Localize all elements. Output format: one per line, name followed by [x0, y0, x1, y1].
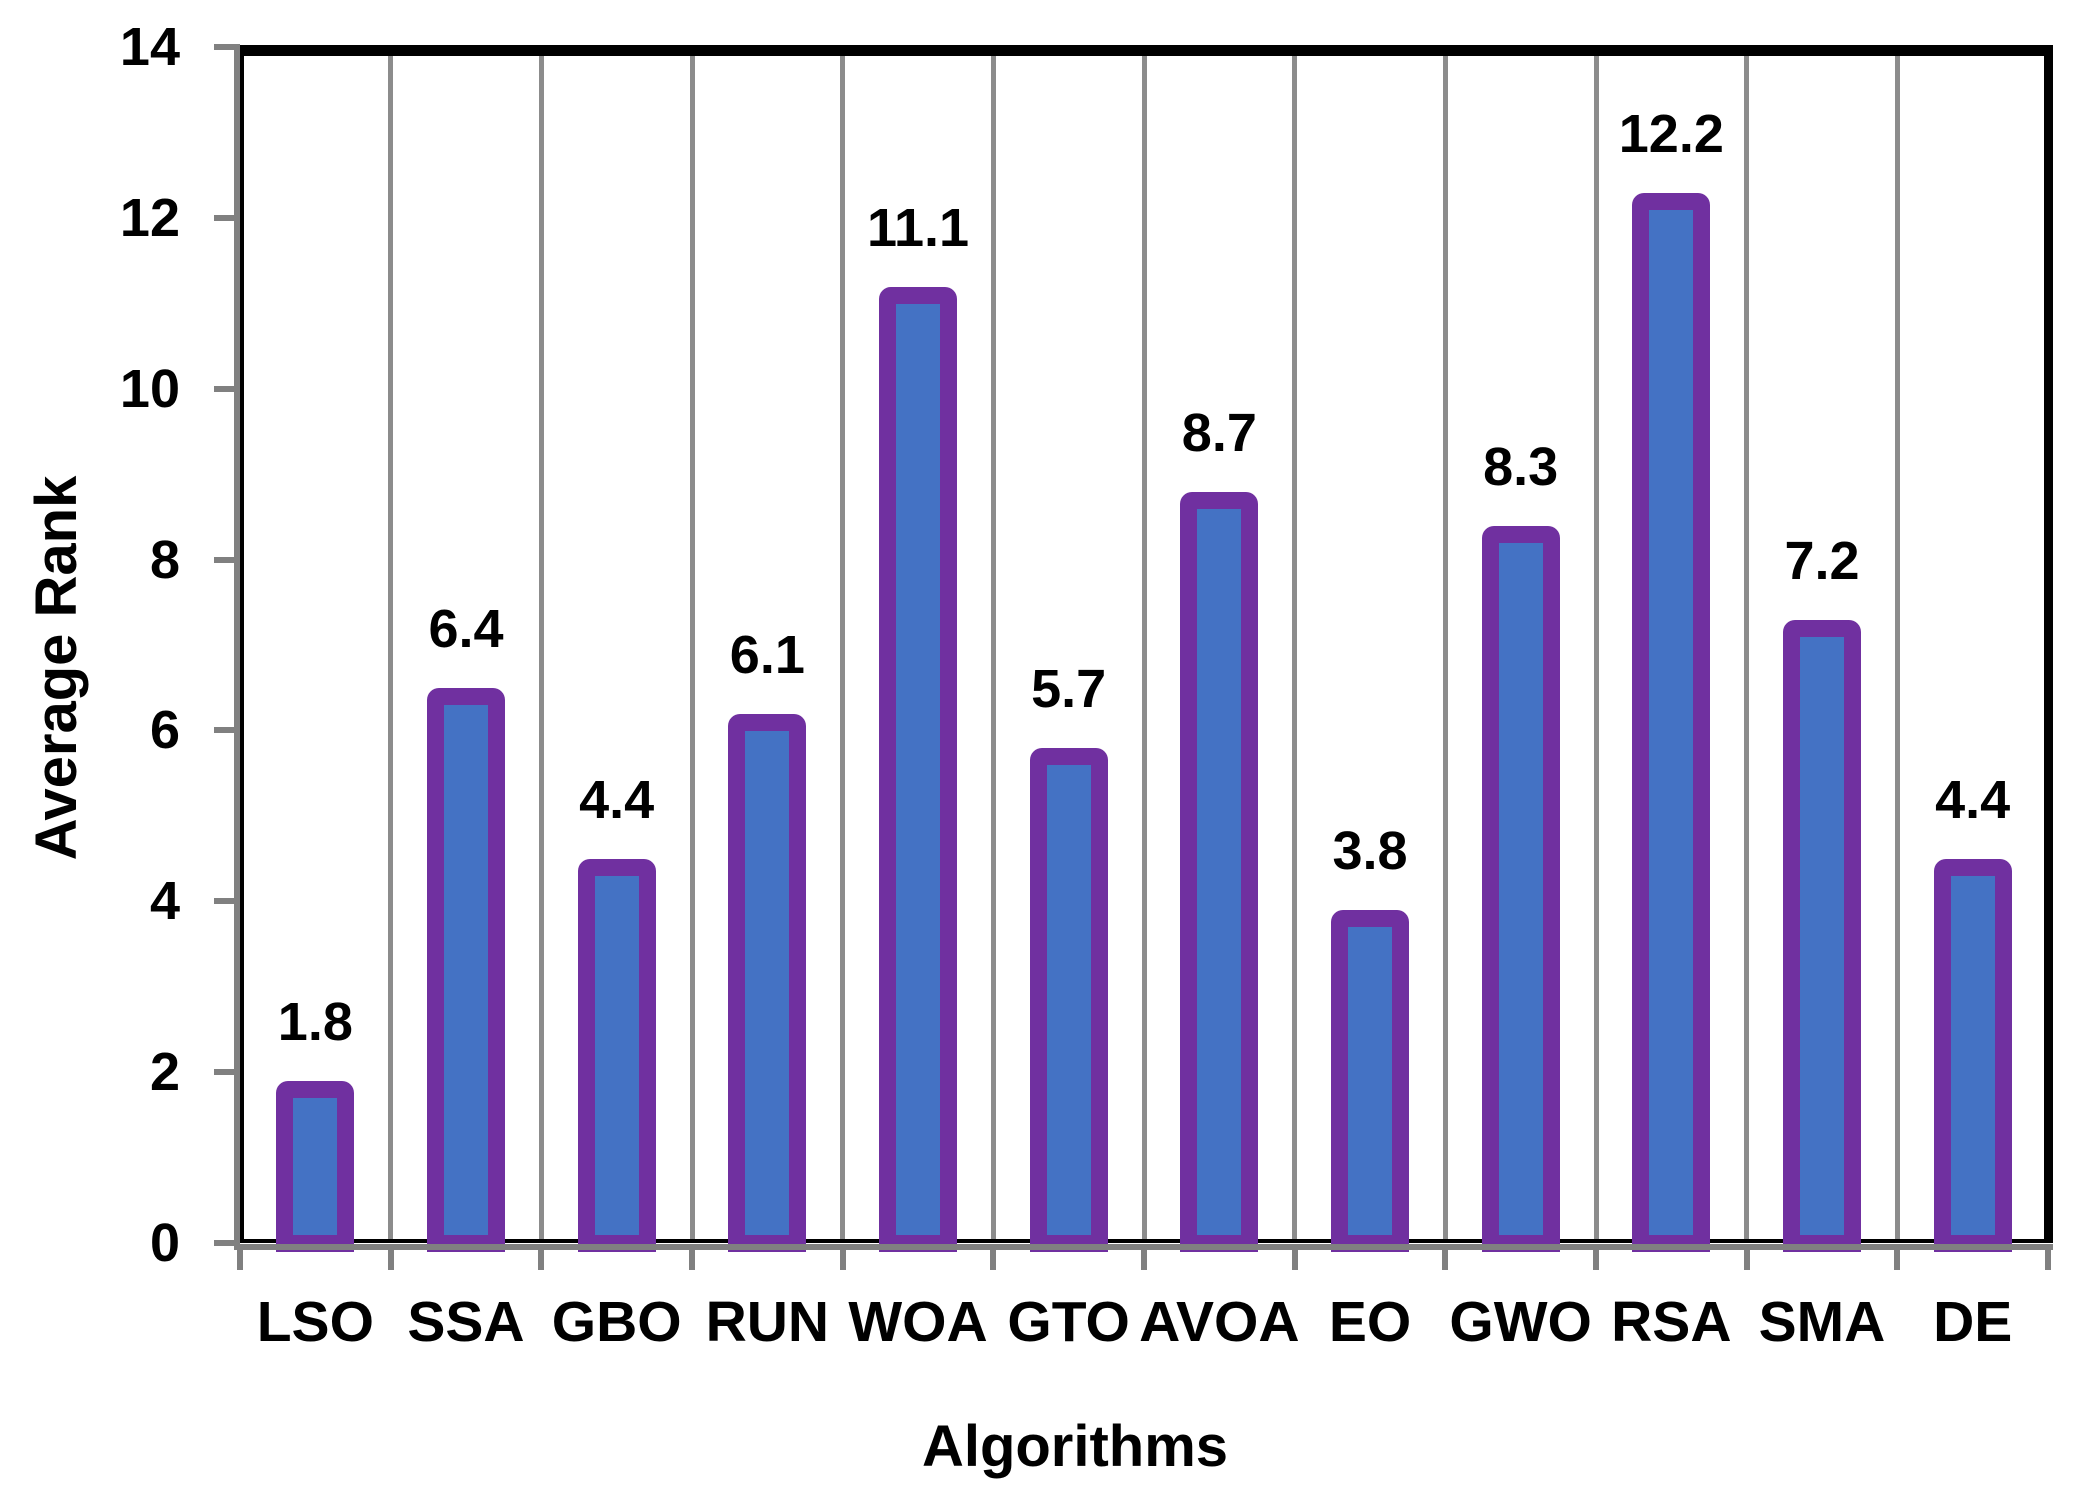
y-tick-label: 12 [119, 187, 180, 248]
bar-value-label: 6.4 [428, 599, 504, 660]
vertical-gridline [990, 56, 996, 1239]
y-axis-tick [214, 727, 240, 734]
vertical-gridline [1744, 56, 1750, 1239]
y-axis-tick [214, 556, 240, 563]
bar-value-label: 11.1 [866, 197, 970, 258]
bar-value-label: 4.4 [579, 770, 655, 831]
x-axis-tick [1291, 1244, 1298, 1270]
bar-GWO [1481, 525, 1560, 1252]
y-tick-label: 8 [149, 529, 180, 590]
x-axis-tick [1894, 1244, 1901, 1270]
bar-SSA [427, 688, 505, 1252]
bar-RSA [1632, 192, 1711, 1252]
x-category-label: GTO [1007, 1290, 1130, 1354]
vertical-gridline [1292, 56, 1298, 1239]
x-axis-tick [387, 1244, 394, 1270]
x-category-label: GBO [551, 1290, 682, 1354]
bar-DE [1933, 859, 2012, 1252]
x-category-label: RUN [705, 1290, 830, 1354]
bar-EO [1331, 910, 1409, 1252]
bar-WOA [879, 286, 957, 1252]
x-axis-tick [1743, 1244, 1750, 1270]
bar-RUN [728, 713, 807, 1252]
x-category-label: RSA [1611, 1290, 1732, 1354]
x-axis-tick [1442, 1244, 1449, 1270]
y-tick-label: 10 [119, 358, 180, 419]
x-category-label: EO [1328, 1290, 1412, 1354]
bar-GBO [577, 859, 656, 1252]
bar-value-label: 7.2 [1784, 530, 1860, 591]
bar-value-label: 12.2 [1618, 103, 1724, 164]
x-category-label: SSA [407, 1290, 525, 1354]
y-axis-line [234, 45, 240, 1250]
vertical-gridline [1593, 56, 1599, 1239]
x-category-label: WOA [848, 1290, 988, 1354]
vertical-gridline [538, 56, 544, 1239]
x-axis-title: Algorithms [921, 1414, 1229, 1479]
y-axis-tick [214, 898, 240, 905]
y-tick-label: 0 [149, 1213, 180, 1273]
x-axis-tick [839, 1244, 846, 1270]
x-category-label: DE [1933, 1290, 2013, 1354]
vertical-gridline [1894, 56, 1900, 1239]
vertical-gridline [1141, 56, 1147, 1239]
x-category-label: SMA [1758, 1290, 1886, 1354]
plot-area-border [240, 45, 2053, 1243]
bar-value-label: 3.8 [1332, 821, 1408, 882]
x-axis-tick [237, 1244, 243, 1270]
bar-LSO [276, 1081, 355, 1252]
y-tick-label: 14 [119, 17, 180, 77]
y-tick-label: 4 [149, 871, 180, 932]
vertical-gridline [388, 56, 394, 1239]
vertical-gridline [1442, 56, 1448, 1239]
bar-value-label: 5.7 [1031, 659, 1107, 720]
bar-value-label: 8.3 [1483, 436, 1559, 497]
bar-GTO [1029, 748, 1108, 1252]
x-category-label: GWO [1449, 1290, 1592, 1354]
x-axis-tick [538, 1244, 545, 1270]
y-tick-label: 2 [149, 1042, 180, 1103]
x-axis-tick [990, 1244, 997, 1270]
bar-value-label: 6.1 [729, 624, 805, 685]
bar-value-label: 8.7 [1181, 402, 1257, 463]
bar-value-label: 4.4 [1935, 770, 2011, 831]
vertical-gridline [689, 56, 695, 1239]
x-category-label: AVOA [1139, 1290, 1300, 1354]
y-axis-tick [214, 44, 240, 50]
y-axis-tick [214, 385, 240, 392]
x-category-label: LSO [256, 1290, 374, 1354]
bar-value-label: 1.8 [277, 992, 353, 1053]
bar-AVOA [1180, 491, 1259, 1252]
y-axis-tick [214, 1240, 240, 1246]
x-axis-tick [1593, 1244, 1599, 1270]
bar-SMA [1783, 619, 1861, 1252]
x-axis-tick [2045, 1244, 2051, 1270]
y-axis-tick [214, 214, 240, 221]
x-axis-tick [689, 1244, 695, 1270]
y-tick-label: 6 [149, 700, 180, 761]
y-axis-tick [214, 1069, 240, 1076]
x-axis-tick [1141, 1244, 1147, 1270]
vertical-gridline [840, 56, 846, 1239]
